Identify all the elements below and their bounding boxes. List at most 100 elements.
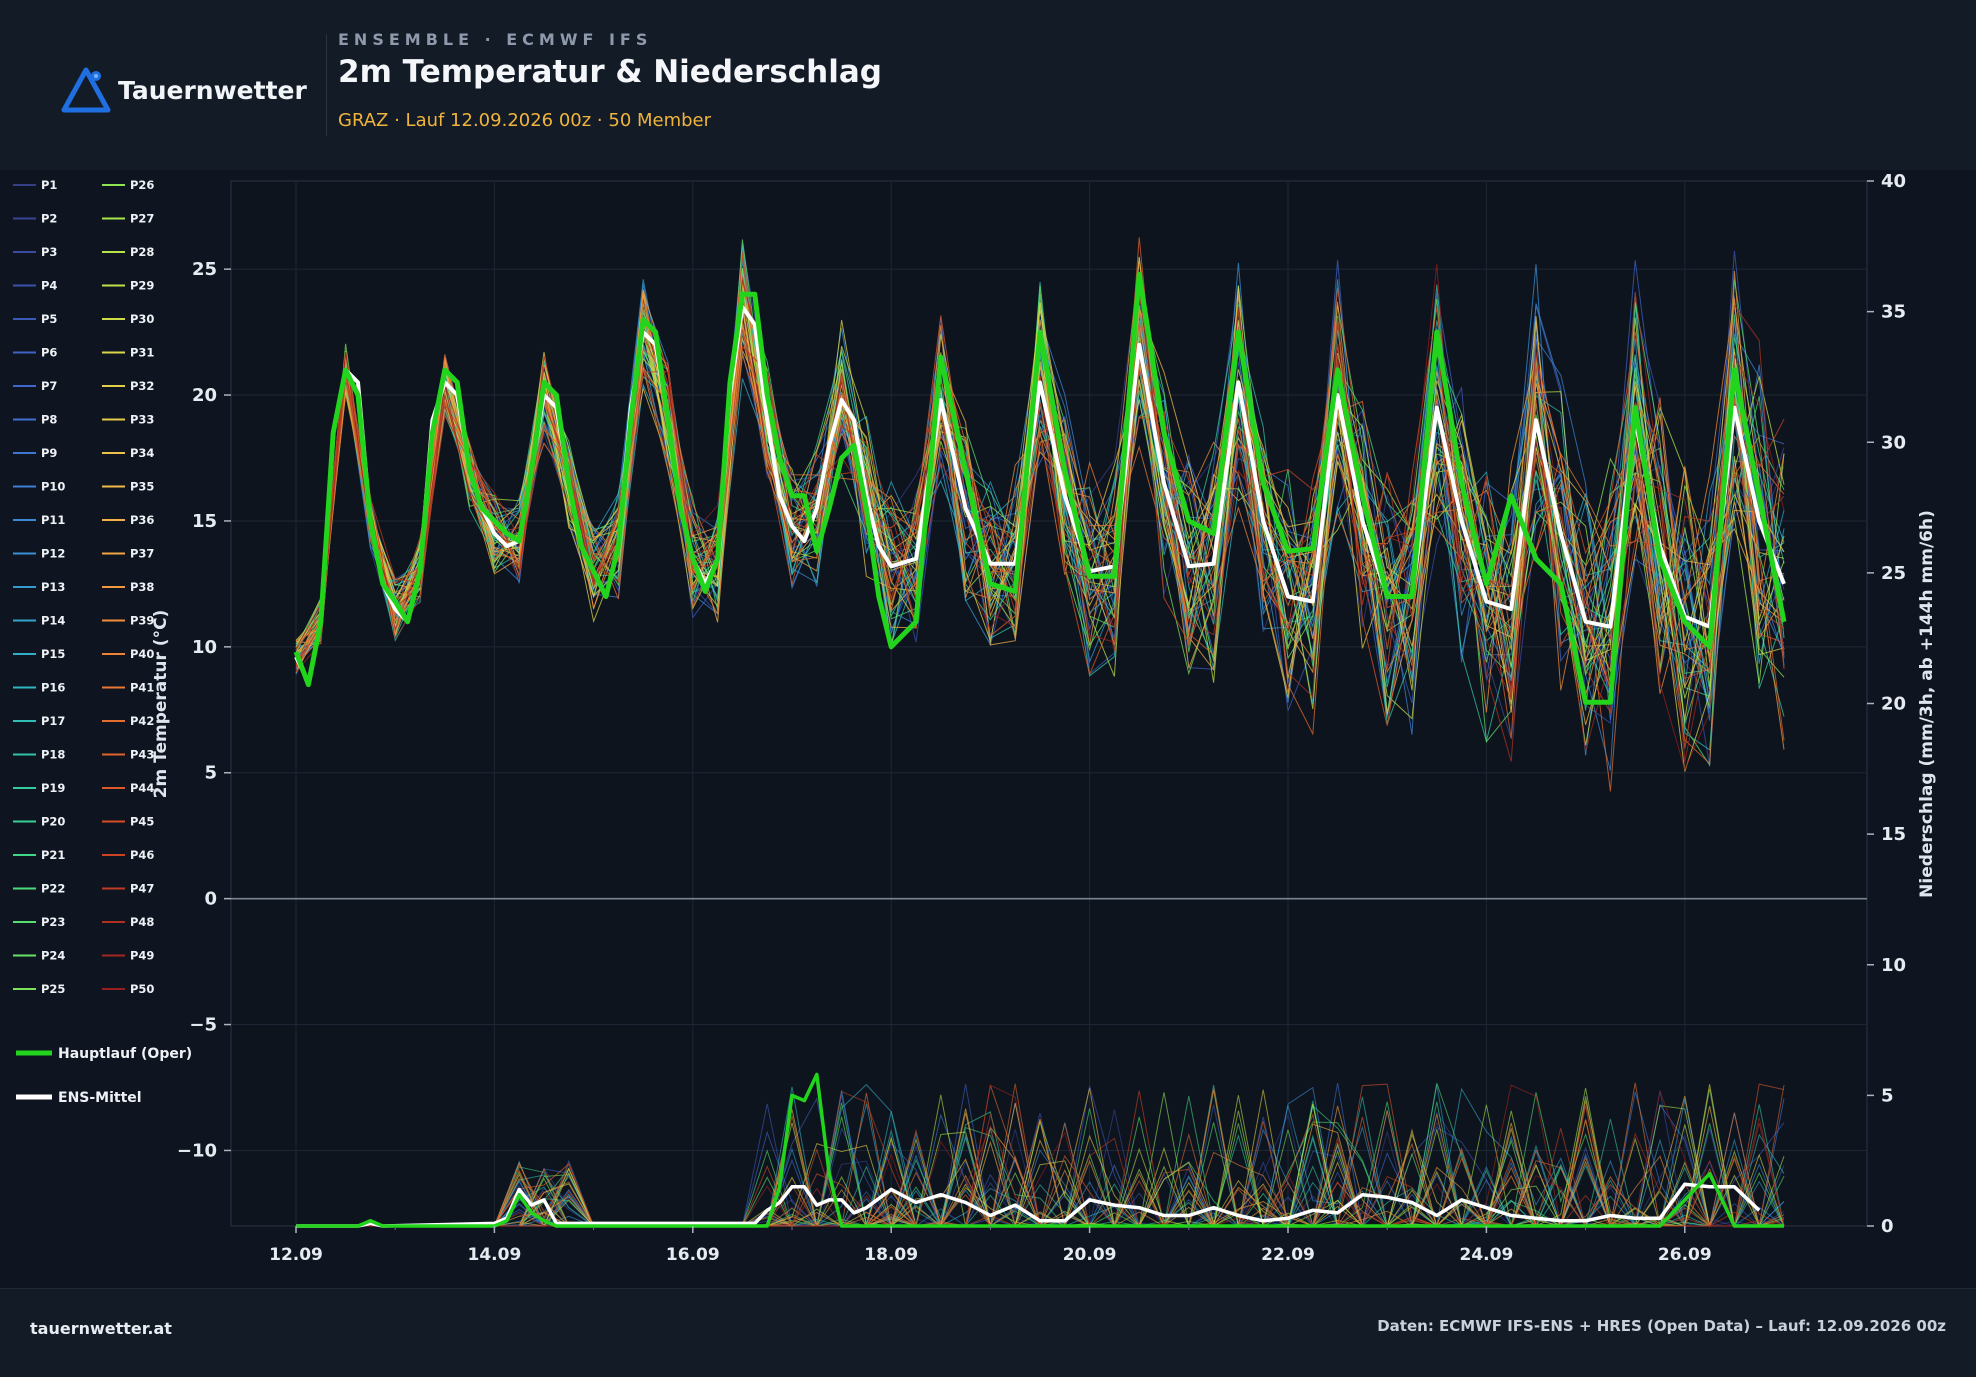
- legend-member-label: P16: [41, 681, 65, 695]
- legend-member-label: P28: [130, 245, 154, 259]
- grid-lines: [231, 181, 1867, 1226]
- y-right-tick-label: 25: [1881, 563, 1906, 584]
- legend-member-label: P29: [130, 279, 154, 293]
- legend-member-label: P24: [41, 949, 65, 963]
- legend-member-label: P43: [130, 748, 154, 762]
- legend-member-label: P20: [41, 815, 65, 829]
- legend-member-label: P21: [41, 848, 65, 862]
- oper-temp-line: [293, 271, 1787, 705]
- y-right-tick-label: 35: [1881, 302, 1906, 323]
- x-tick-label: 26.09: [1658, 1245, 1712, 1265]
- legend-member-label: P18: [41, 748, 65, 762]
- legend-member-label: P47: [130, 882, 154, 896]
- legend-member-label: P23: [41, 915, 65, 929]
- y-right-tick-label: 40: [1881, 171, 1906, 192]
- legend-member-label: P6: [41, 346, 57, 360]
- legend-member-label: P11: [41, 513, 65, 527]
- member-temp-line: [295, 338, 1785, 683]
- legend-member-label: P1: [41, 178, 57, 192]
- y-right-label: Niederschlag (mm/3h, ab +144h mm/6h): [1917, 510, 1937, 898]
- legend-member-label: P32: [130, 379, 154, 393]
- legend-member-label: P31: [130, 346, 154, 360]
- y-right-tick-label: 10: [1881, 955, 1906, 976]
- run-subtitle: GRAZ · Lauf 12.09.2026 00z · 50 Member: [338, 110, 712, 131]
- y-left-label: 2m Temperatur (°C): [151, 610, 171, 799]
- page-title: 2m Temperatur & Niederschlag: [338, 54, 882, 90]
- legend-member-label: P17: [41, 714, 65, 728]
- product-kicker: ENSEMBLE · ECMWF IFS: [338, 30, 653, 49]
- y-left-tick-label: 10: [192, 637, 217, 658]
- site-link[interactable]: tauernwetter.at: [30, 1319, 172, 1338]
- legend-oper-label: Hauptlauf (Oper): [58, 1046, 192, 1062]
- triangle-logo-icon: [61, 67, 111, 113]
- x-tick-label: 12.09: [269, 1245, 323, 1265]
- legend-member-label: P48: [130, 915, 154, 929]
- x-tick-label: 20.09: [1063, 1245, 1117, 1265]
- y-right-tick-label: 20: [1881, 694, 1906, 715]
- legend-member-label: P9: [41, 446, 57, 460]
- legend-member-label: P27: [130, 212, 154, 226]
- x-tick-label: 24.09: [1460, 1245, 1514, 1265]
- legend-member-label: P7: [41, 379, 57, 393]
- x-tick-label: 16.09: [666, 1245, 720, 1265]
- y-left-tick-label: −10: [177, 1140, 217, 1161]
- plot-area: [230, 180, 1868, 1227]
- legend-member-label: P49: [130, 949, 154, 963]
- legend-member-label: P37: [130, 547, 154, 561]
- brand-name: Tauernwetter: [118, 75, 307, 105]
- legend-member-label: P30: [130, 312, 154, 326]
- main-lines: [293, 271, 1787, 1228]
- member-temp-line: [295, 257, 1785, 772]
- y-right-tick-label: 0: [1881, 1216, 1894, 1237]
- legend-member-label: P13: [41, 580, 65, 594]
- axes: 12.09 14.09 16.09 18.09 20.09 22.09 24.09 26.09…: [177, 171, 1906, 1265]
- legend-member-label: P5: [41, 312, 57, 326]
- legend-member-label: P36: [130, 513, 154, 527]
- header-divider: [326, 34, 327, 136]
- legend-member-label: P14: [41, 614, 65, 628]
- legend-member-label: P33: [130, 413, 154, 427]
- legend-member-label: P45: [130, 815, 154, 829]
- legend-member-label: P19: [41, 781, 65, 795]
- legend-member-label: P3: [41, 245, 57, 259]
- ensemble-chart: 12.09 14.09 16.09 18.09 20.09 22.09 24.09 26.09…: [0, 170, 1976, 1288]
- legend: P1 P2 P3 P4 P5 P6 P7 P8 P9 P10 P11 P12 P13 P14 P15 P16 P…: [13, 178, 192, 1106]
- y-left-tick-label: 20: [192, 385, 217, 406]
- legend-member-label: P42: [130, 714, 154, 728]
- member-temp-line: [295, 319, 1785, 651]
- legend-member-label: P22: [41, 882, 65, 896]
- legend-member-label: P4: [41, 279, 57, 293]
- y-right-tick-label: 15: [1881, 824, 1906, 845]
- legend-member-label: P15: [41, 647, 65, 661]
- legend-member-label: P40: [130, 647, 154, 661]
- legend-member-label: P34: [130, 446, 154, 460]
- legend-member-label: P44: [130, 781, 154, 795]
- y-left-tick-label: 25: [192, 259, 217, 280]
- y-right-tick-label: 5: [1881, 1085, 1894, 1106]
- data-credit: Daten: ECMWF IFS-ENS + HRES (Open Data) …: [1377, 1317, 1946, 1335]
- y-right-tick-label: 30: [1881, 432, 1906, 453]
- footer-bar: tauernwetter.at Daten: ECMWF IFS-ENS + H…: [0, 1288, 1976, 1377]
- legend-member-label: P25: [41, 982, 65, 996]
- member-precip-line: [296, 1095, 1784, 1228]
- header-bar: Tauernwetter ENSEMBLE · ECMWF IFS 2m Tem…: [0, 0, 1976, 170]
- legend-member-label: P8: [41, 413, 57, 427]
- legend-member-label: P46: [130, 848, 154, 862]
- legend-member-label: P12: [41, 547, 65, 561]
- y-left-tick-label: 15: [192, 511, 217, 532]
- legend-member-label: P38: [130, 580, 154, 594]
- legend-member-label: P41: [130, 681, 154, 695]
- legend-member-label: P35: [130, 480, 154, 494]
- x-tick-label: 14.09: [468, 1245, 522, 1265]
- member-temp-line: [295, 284, 1785, 703]
- brand-logo[interactable]: Tauernwetter: [60, 66, 307, 114]
- legend-member-label: P39: [130, 614, 154, 628]
- oper-precip-line: [296, 1072, 1784, 1228]
- y-left-tick-label: −5: [189, 1015, 217, 1036]
- legend-member-label: P2: [41, 212, 57, 226]
- legend-mean-label: ENS-Mittel: [58, 1090, 142, 1106]
- legend-member-label: P26: [130, 178, 154, 192]
- legend-member-label: P10: [41, 480, 65, 494]
- legend-member-label: P50: [130, 982, 154, 996]
- x-tick-label: 18.09: [864, 1245, 918, 1265]
